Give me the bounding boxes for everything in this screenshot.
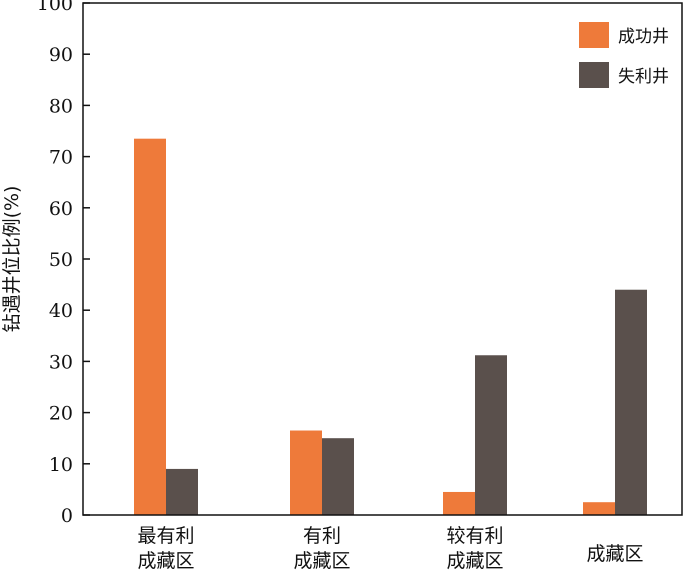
y-tick-label: 20 (49, 403, 73, 425)
bar-failure (322, 438, 354, 515)
bar-failure (615, 289, 647, 515)
bar-failure (166, 468, 198, 515)
y-tick-label: 60 (49, 198, 73, 220)
y-tick-label: 70 (49, 147, 73, 169)
y-tick-label: 10 (49, 454, 73, 476)
category-label: 有利 (303, 525, 341, 547)
plot-frame (82, 2, 683, 516)
category-label: 成藏区 (586, 543, 643, 565)
y-tick-label: 50 (49, 249, 73, 271)
legend-swatch (579, 22, 609, 48)
category-label: 成藏区 (137, 550, 194, 572)
legend-label: 成功井 (618, 27, 669, 47)
legend-swatch (579, 62, 609, 88)
y-tick-label: 30 (49, 351, 73, 373)
bar-success (583, 502, 615, 515)
legend-label: 失利井 (618, 67, 669, 87)
y-tick-label: 40 (49, 300, 73, 322)
category-label: 成藏区 (293, 550, 350, 572)
bars (134, 138, 647, 515)
y-axis-ticks: 0 10 20 30 40 50 60 70 80 90 100 (37, 0, 90, 527)
y-tick-label: 80 (49, 95, 73, 117)
category-label: 最有利 (137, 525, 194, 547)
y-tick-label: 90 (49, 44, 73, 66)
category-label: 较有利 (446, 525, 503, 547)
bar-success (134, 138, 166, 515)
y-tick-label: 100 (37, 0, 73, 15)
category-label: 成藏区 (446, 550, 503, 572)
y-axis-title: 钻遇井位比例(%) (1, 186, 23, 333)
bar-failure (475, 355, 507, 515)
y-tick-label: 0 (61, 505, 73, 527)
bar-success (290, 430, 322, 515)
bar-success (443, 491, 475, 515)
